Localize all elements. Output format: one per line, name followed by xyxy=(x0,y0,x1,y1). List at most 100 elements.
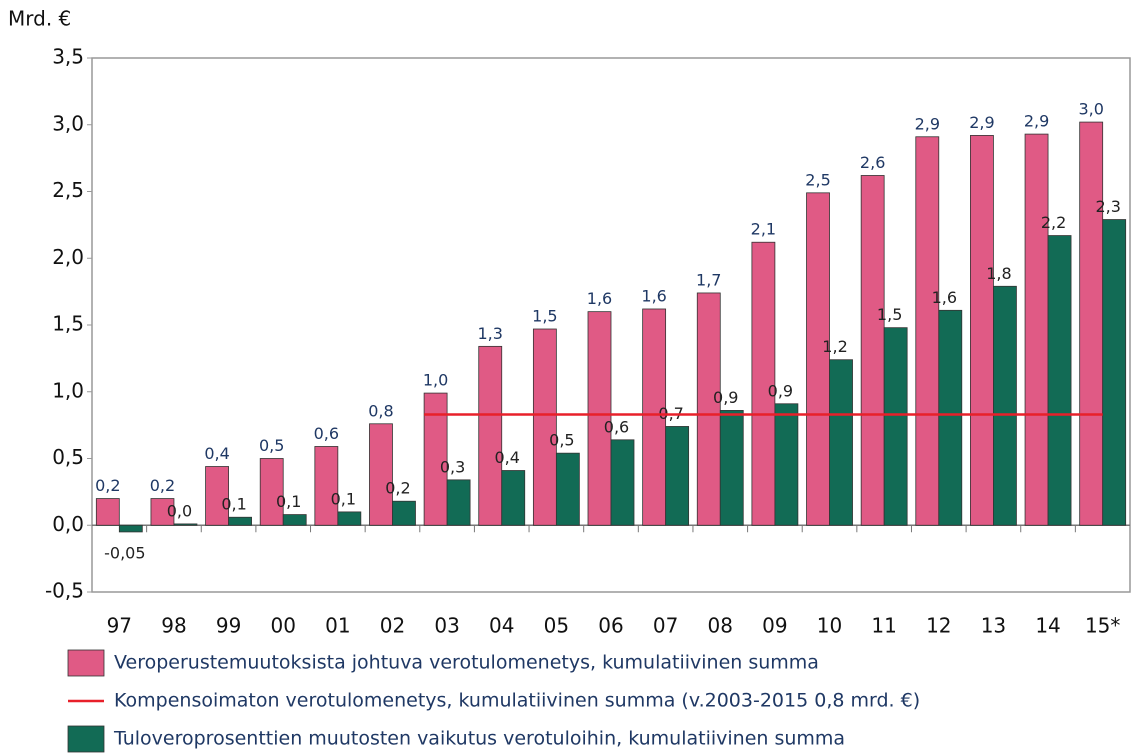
value-label: 1,2 xyxy=(822,337,847,356)
value-label: 0,2 xyxy=(95,476,120,495)
x-tick-label: 09 xyxy=(762,614,787,638)
value-label: 0,1 xyxy=(221,495,246,514)
value-label: 0,1 xyxy=(331,489,356,508)
legend-label: Kompensoimaton verotulomenetys, kumulati… xyxy=(114,690,920,712)
x-tick-label: 12 xyxy=(926,614,951,638)
value-label: 0,4 xyxy=(495,448,520,467)
x-tick-label: 08 xyxy=(708,614,733,638)
legend-swatch xyxy=(67,725,105,753)
bar xyxy=(696,292,721,526)
bar xyxy=(829,359,853,526)
bar xyxy=(478,345,503,526)
bar xyxy=(173,523,198,526)
x-tick-label: 02 xyxy=(380,614,405,638)
y-tick-label: -0,5 xyxy=(45,579,84,603)
value-label: 0,4 xyxy=(204,444,229,463)
bar xyxy=(642,308,667,526)
value-label: 0,5 xyxy=(549,431,574,450)
x-tick-label: 07 xyxy=(653,614,678,638)
legend-swatch xyxy=(67,649,105,677)
value-label: 0,6 xyxy=(314,424,339,443)
bar xyxy=(532,328,557,526)
legend-label: Tuloveroprosenttien muutosten vaikutus v… xyxy=(113,728,845,750)
bar xyxy=(751,241,776,526)
value-label: 2,5 xyxy=(805,170,830,189)
x-tick-label: 10 xyxy=(817,614,842,638)
value-label: 0,9 xyxy=(713,388,738,407)
bar xyxy=(118,524,143,533)
bar xyxy=(392,500,416,526)
value-label: 1,0 xyxy=(423,371,448,390)
y-axis-label: Mrd. € xyxy=(8,7,71,31)
bar xyxy=(259,458,284,526)
bar xyxy=(423,392,448,526)
y-tick-label: 2,0 xyxy=(52,245,84,269)
bar xyxy=(501,470,526,526)
bar xyxy=(587,311,612,526)
x-tick-label: 97 xyxy=(107,614,132,638)
x-tick-label: 99 xyxy=(216,614,241,638)
value-label: 1,5 xyxy=(532,307,557,326)
bar xyxy=(369,423,393,526)
x-tick-label: 13 xyxy=(981,614,1006,638)
x-tick-label: 04 xyxy=(489,614,514,638)
y-tick-label: 1,5 xyxy=(52,312,84,336)
bar xyxy=(228,516,252,526)
bar xyxy=(915,136,940,526)
value-label: 1,8 xyxy=(986,264,1011,283)
bar xyxy=(150,498,175,526)
value-label: 1,5 xyxy=(877,305,902,324)
bar xyxy=(970,135,994,526)
value-label: 2,6 xyxy=(860,153,885,172)
bar xyxy=(883,327,908,526)
x-tick-label: 15* xyxy=(1085,614,1120,638)
value-label: 0,9 xyxy=(768,381,793,400)
bar xyxy=(1079,121,1104,526)
bar xyxy=(993,285,1017,526)
value-label: 0,2 xyxy=(385,479,410,498)
value-label: 1,3 xyxy=(478,324,503,343)
bar xyxy=(806,192,830,526)
value-label: 0,1 xyxy=(276,492,301,511)
y-tick-label: 3,5 xyxy=(52,45,84,69)
bar xyxy=(860,175,885,526)
bar xyxy=(719,410,744,526)
bar xyxy=(95,498,120,526)
bar xyxy=(314,446,339,526)
y-tick-label: 1,0 xyxy=(52,378,84,402)
value-label: 2,9 xyxy=(915,114,940,133)
bar xyxy=(446,479,471,526)
value-label: 2,2 xyxy=(1041,213,1066,232)
value-label: 2,1 xyxy=(751,220,776,239)
x-tick-label: 05 xyxy=(544,614,569,638)
legend-label: Veroperustemuutoksista johtuva verotulom… xyxy=(114,652,819,674)
y-tick-label: 3,0 xyxy=(52,111,84,135)
x-tick-label: 03 xyxy=(434,614,459,638)
value-label: 0,2 xyxy=(150,476,175,495)
bar xyxy=(205,466,229,526)
bar xyxy=(1047,235,1072,526)
value-label: 0,6 xyxy=(604,417,629,436)
bar xyxy=(337,511,362,526)
x-tick-label: 11 xyxy=(871,614,896,638)
bar xyxy=(555,452,580,526)
value-label: 2,9 xyxy=(969,113,994,132)
x-tick-label: 00 xyxy=(270,614,295,638)
x-tick-label: 14 xyxy=(1035,614,1060,638)
value-label: 0,0 xyxy=(167,501,192,520)
bar xyxy=(665,426,690,526)
value-label: 2,3 xyxy=(1095,197,1120,216)
value-label: 1,6 xyxy=(587,289,612,308)
bar xyxy=(282,514,307,526)
y-tick-label: 0,0 xyxy=(52,512,84,536)
value-label: 3,0 xyxy=(1078,100,1103,119)
value-label: 0,3 xyxy=(440,457,465,476)
value-label: 2,9 xyxy=(1024,112,1049,131)
bar xyxy=(774,403,799,526)
x-tick-label: 98 xyxy=(161,614,186,638)
value-label: 1,7 xyxy=(696,270,721,289)
value-label: 1,6 xyxy=(932,288,957,307)
y-tick-label: 2,5 xyxy=(52,178,84,202)
bar xyxy=(1102,219,1127,526)
